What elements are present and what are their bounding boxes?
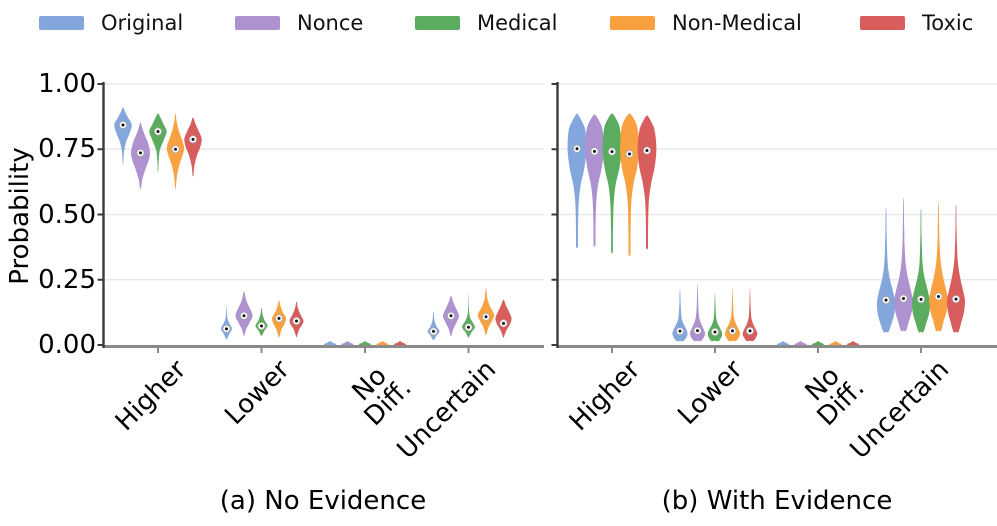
violin-b-Nonce (894, 197, 913, 332)
violin-b-Non-Medical (620, 113, 639, 257)
violin-a-Nonce (341, 341, 354, 346)
violin-b-Medical (707, 293, 723, 342)
violin-a-Original (114, 107, 132, 165)
median-dot (225, 327, 228, 331)
violin-b-Toxic (742, 288, 758, 342)
legend-swatch-non-medical (610, 16, 655, 30)
violin-b-Original (567, 113, 587, 249)
legend-label-toxic: Toxic (922, 11, 974, 35)
median-dot (919, 297, 923, 301)
legend-label-medical: Medical (477, 11, 558, 35)
median-dot (937, 294, 940, 298)
median-dot (260, 324, 263, 328)
median-dot (645, 149, 649, 153)
violin-b-Toxic (637, 115, 657, 250)
violin-a-Original (427, 310, 440, 341)
violin-a-Non-Medical (477, 288, 495, 336)
median-dot (696, 329, 699, 333)
median-dot (610, 150, 614, 154)
violin-b-Original (876, 207, 896, 333)
median-dot (295, 319, 298, 323)
median-dot (628, 152, 631, 156)
violin-b-Non-Medical (829, 341, 842, 346)
median-dot (954, 297, 958, 301)
violin-b-Toxic (946, 205, 966, 333)
y-tick-0.00: 0.00 (38, 330, 96, 360)
caption-subplot-a: (a) No Evidence (219, 486, 427, 516)
violin-a-Medical (149, 113, 167, 173)
violin-b-Medical (602, 113, 622, 254)
median-dot (484, 315, 488, 319)
legend-swatch-original (39, 16, 84, 30)
legend: Original Nonce Medical Non-Medical Toxic (0, 0, 997, 44)
violin-b-Nonce (689, 283, 706, 342)
violin-a-Non-Medical (376, 341, 389, 346)
legend-item-toxic: Toxic (860, 12, 973, 34)
median-dot (156, 130, 160, 134)
violin-b-Non-Medical (724, 288, 741, 342)
median-dot (575, 147, 579, 151)
legend-item-nonce: Nonce (235, 12, 363, 34)
violin-b-Nonce (794, 341, 807, 346)
median-dot (139, 151, 142, 155)
median-dot (713, 330, 717, 334)
median-dot (678, 329, 682, 333)
caption-subplot-b: (b) With Evidence (661, 486, 893, 516)
violin-b-Medical (811, 341, 825, 346)
median-dot (121, 123, 125, 127)
violin-a-Original (323, 341, 337, 346)
median-dot (902, 297, 905, 301)
violin-b-Original (776, 341, 790, 346)
median-dot (242, 314, 246, 318)
y-tick-0.75: 0.75 (38, 134, 96, 165)
legend-label-nonce: Nonce (297, 11, 364, 35)
violin-a-Toxic (184, 117, 202, 177)
legend-label-original: Original (101, 11, 184, 35)
violin-a-Original (221, 306, 232, 340)
legend-item-non-medical: Non-Medical (610, 12, 802, 34)
median-dot (277, 316, 281, 320)
legend-item-original: Original (39, 12, 183, 34)
legend-item-medical: Medical (415, 12, 557, 34)
median-dot (884, 298, 888, 302)
median-dot (748, 329, 752, 333)
violin-b-Toxic (846, 341, 860, 346)
median-dot (449, 314, 453, 318)
violin-a-Toxic (495, 299, 512, 338)
violin-b-Medical (911, 208, 931, 333)
median-dot (467, 325, 470, 329)
violin-b-Original (672, 289, 688, 342)
violin-a-Toxic (393, 341, 407, 346)
legend-swatch-medical (415, 16, 460, 30)
median-dot (593, 149, 596, 153)
median-dot (174, 147, 177, 151)
y-tick-1.00: 1.00 (38, 69, 96, 99)
legend-label-non-medical: Non-Medical (672, 11, 802, 35)
y-tick-0.25: 0.25 (38, 264, 96, 295)
median-dot (731, 329, 734, 333)
y-tick-0.50: 0.50 (38, 199, 96, 230)
violin-a-Medical (358, 341, 372, 346)
violin-b-Nonce (585, 114, 604, 247)
median-dot (502, 321, 505, 325)
violin-b-Non-Medical (929, 202, 948, 332)
legend-swatch-nonce (235, 16, 280, 30)
median-dot (432, 329, 435, 333)
median-dot (191, 137, 195, 141)
legend-swatch-toxic (860, 16, 905, 30)
